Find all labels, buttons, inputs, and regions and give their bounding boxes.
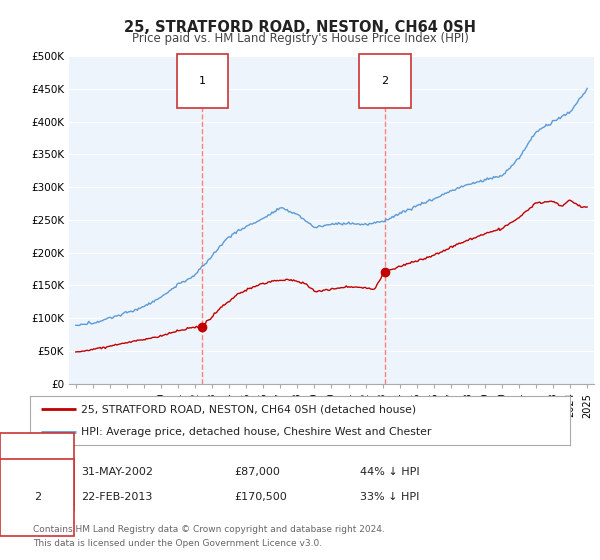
Text: £170,500: £170,500 bbox=[234, 492, 287, 502]
Text: 31-MAY-2002: 31-MAY-2002 bbox=[81, 466, 153, 477]
Text: 44% ↓ HPI: 44% ↓ HPI bbox=[360, 466, 419, 477]
Text: Contains HM Land Registry data © Crown copyright and database right 2024.: Contains HM Land Registry data © Crown c… bbox=[33, 525, 385, 534]
Text: 2: 2 bbox=[34, 492, 41, 502]
Text: £87,000: £87,000 bbox=[234, 466, 280, 477]
Text: 25, STRATFORD ROAD, NESTON, CH64 0SH: 25, STRATFORD ROAD, NESTON, CH64 0SH bbox=[124, 20, 476, 35]
Text: Price paid vs. HM Land Registry's House Price Index (HPI): Price paid vs. HM Land Registry's House … bbox=[131, 32, 469, 45]
Text: 25, STRATFORD ROAD, NESTON, CH64 0SH (detached house): 25, STRATFORD ROAD, NESTON, CH64 0SH (de… bbox=[82, 404, 416, 414]
Text: 22-FEB-2013: 22-FEB-2013 bbox=[81, 492, 152, 502]
Text: 1: 1 bbox=[199, 76, 206, 86]
Text: 1: 1 bbox=[34, 466, 41, 477]
Text: HPI: Average price, detached house, Cheshire West and Chester: HPI: Average price, detached house, Ches… bbox=[82, 427, 431, 437]
Text: 33% ↓ HPI: 33% ↓ HPI bbox=[360, 492, 419, 502]
Text: 2: 2 bbox=[382, 76, 389, 86]
Text: This data is licensed under the Open Government Licence v3.0.: This data is licensed under the Open Gov… bbox=[33, 539, 322, 548]
